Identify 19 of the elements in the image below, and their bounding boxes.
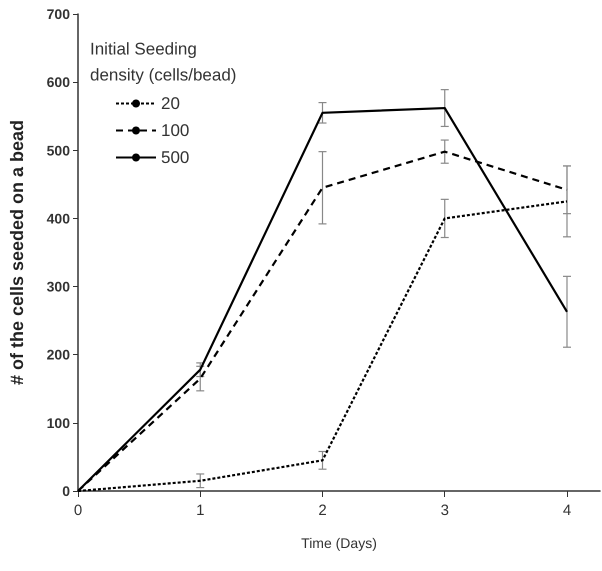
- y-tick-label: 400: [46, 210, 70, 226]
- y-axis-title: # of the cells seeded on a bead: [7, 120, 27, 386]
- y-tick-label: 500: [46, 142, 70, 158]
- x-axis-title: Time (Days): [301, 535, 377, 551]
- y-tick-label: 0: [62, 483, 70, 499]
- x-tick-label: 0: [74, 502, 82, 519]
- x-tick-label: 4: [562, 502, 572, 519]
- x-tick-label: 3: [440, 502, 449, 519]
- x-tick-label: 2: [318, 502, 327, 519]
- legend-label: 500: [161, 148, 190, 167]
- legend-label: 20: [161, 94, 180, 113]
- legend-title: Initial Seeding density (cells/bead): [90, 40, 236, 84]
- y-tick-label: 300: [46, 278, 70, 295]
- y-tick-label: 700: [46, 6, 70, 22]
- legend-label: 100: [161, 121, 190, 140]
- y-tick-label: 200: [46, 346, 70, 363]
- x-tick-label: 1: [196, 502, 204, 519]
- y-tick-label: 100: [46, 414, 70, 431]
- y-tick-label: 600: [46, 74, 70, 90]
